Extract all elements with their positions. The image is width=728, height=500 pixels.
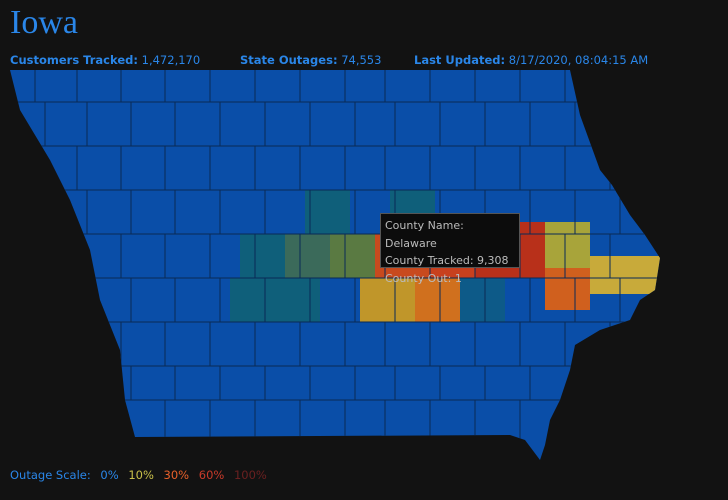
county — [230, 278, 275, 322]
tooltip-row: County Out: 1 — [385, 270, 515, 288]
stat-value: 74,553 — [341, 53, 382, 67]
tooltip-value: 1 — [454, 271, 462, 285]
title: Iowa — [10, 4, 78, 41]
county — [415, 278, 460, 322]
stat-label: Last Updated: — [414, 53, 506, 67]
county — [590, 256, 660, 294]
stat-value: 1,472,170 — [141, 53, 201, 67]
stat: Customers Tracked: 1,472,170 — [10, 53, 200, 67]
tooltip-row: County Name: Delaware — [385, 217, 515, 252]
stat-label: State Outages: — [240, 53, 338, 67]
county — [275, 278, 320, 322]
county — [545, 222, 590, 268]
legend-step: 60% — [198, 468, 225, 482]
tooltip-label: County Out: — [385, 271, 452, 285]
stat-value: 8/17/2020, 08:04:15 AM — [508, 53, 649, 67]
legend-step: 30% — [163, 468, 190, 482]
county — [285, 234, 330, 278]
county — [460, 278, 505, 322]
county — [240, 234, 285, 278]
stat: State Outages: 74,553 — [240, 53, 381, 67]
legend-step: 100% — [233, 468, 267, 482]
stat: Last Updated: 8/17/2020, 08:04:15 AM — [414, 53, 648, 67]
county — [545, 268, 590, 310]
tooltip-value: Delaware — [385, 236, 437, 250]
tooltip-label: County Name: — [385, 219, 464, 232]
tooltip-row: County Tracked: 9,308 — [385, 252, 515, 270]
legend-step: 0% — [100, 468, 119, 482]
tooltip-label: County Tracked: — [385, 254, 474, 267]
tooltip-value: 9,308 — [477, 254, 509, 267]
tooltip: County Name: Delaware County Tracked: 9,… — [380, 213, 520, 285]
county — [330, 234, 375, 278]
legend-step: 10% — [128, 468, 154, 482]
stat-label: Customers Tracked: — [10, 53, 138, 67]
counties — [10, 70, 660, 460]
legend-label: Outage Scale: — [10, 468, 91, 482]
county — [360, 278, 415, 322]
county — [305, 190, 350, 234]
legend: Outage Scale: 0% 10% 30% 60% 100% — [10, 468, 273, 482]
